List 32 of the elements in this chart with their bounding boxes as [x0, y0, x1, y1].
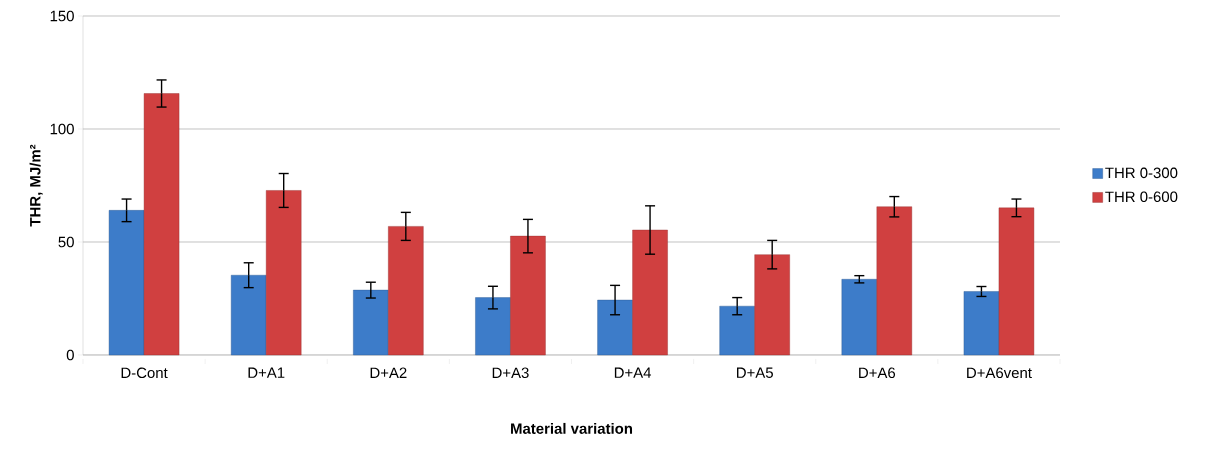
y-tick-label: 100: [50, 123, 74, 135]
bar: [388, 226, 424, 356]
x-tick-label: D+A6: [859, 367, 896, 379]
x-tick-label: D+A6vent: [967, 367, 1032, 379]
bar: [754, 254, 790, 356]
x-axis-title: Material variation: [511, 422, 633, 434]
bar: [353, 289, 389, 356]
y-tick-label: 0: [66, 349, 74, 361]
y-axis-title: THR, MJ/m²: [29, 144, 43, 227]
x-tick-label: D+A5: [737, 367, 773, 378]
y-tick-label: 50: [58, 236, 74, 248]
bar: [719, 305, 755, 356]
bar: [231, 275, 267, 356]
y-tick-label: 150: [50, 10, 74, 22]
bar: [841, 279, 878, 356]
x-tick-label: D+A4: [614, 367, 652, 378]
legend-label: THR 0-600: [1105, 191, 1178, 203]
bar: [963, 291, 1000, 356]
bar: [998, 207, 1035, 356]
x-tick-label: D+A2: [370, 367, 407, 378]
bar: [597, 299, 633, 356]
bar: [876, 206, 913, 356]
x-tick-label: D+A1: [248, 367, 285, 378]
bar: [510, 235, 546, 356]
bar: [108, 210, 145, 356]
bar: [475, 297, 511, 356]
x-tick-label: D+A3: [492, 367, 529, 379]
bar: [143, 93, 180, 356]
legend-label: THR 0-300: [1105, 167, 1178, 179]
bar: [632, 229, 668, 356]
bar: [266, 190, 302, 356]
x-tick-label: D-Cont: [121, 367, 168, 379]
